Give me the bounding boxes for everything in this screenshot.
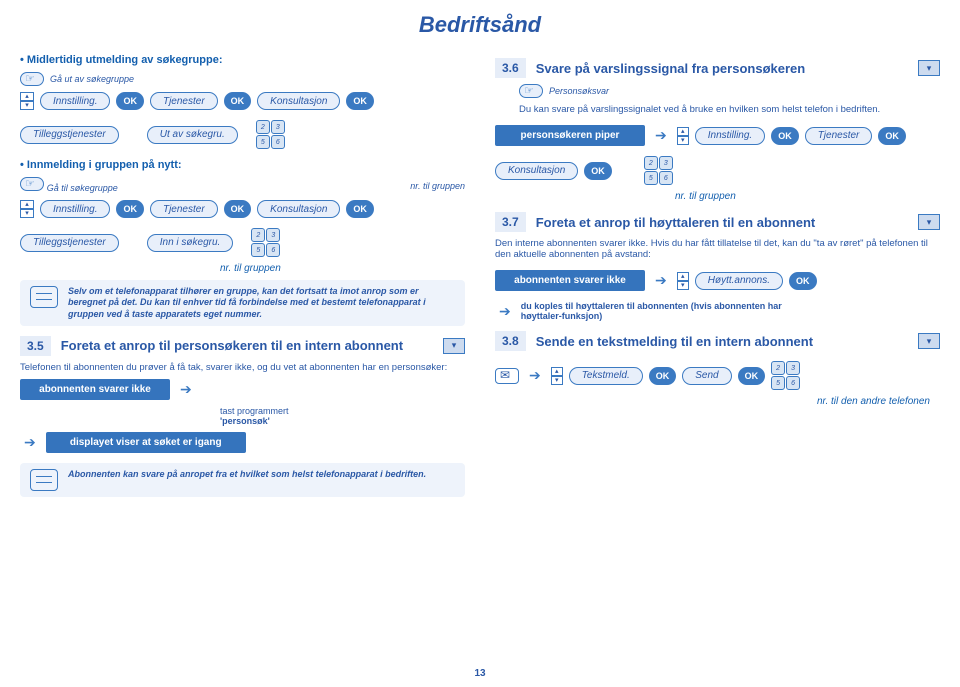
ok-button[interactable]: OK [789, 272, 817, 290]
heading-utmelding: Midlertidig utmelding av søkegruppe: [20, 54, 465, 66]
status-box: displayet viser at søket er igang [46, 432, 246, 453]
ok-button[interactable]: OK [116, 92, 144, 110]
ok-button[interactable]: OK [771, 127, 799, 145]
arrow-icon: ➔ [495, 303, 515, 320]
section-title: Svare på varslingssignal fra personsøker… [536, 61, 806, 76]
pill-innstilling[interactable]: Innstilling. [695, 127, 765, 145]
label-ga-til: Gå til søkegruppe [47, 183, 118, 193]
scroll-icon: ▴▾ [20, 200, 34, 218]
section-number: 3.8 [495, 331, 526, 351]
section-number: 3.6 [495, 58, 526, 78]
hand-icon [20, 72, 44, 86]
heading-innmelding: Innmelding i gruppen på nytt: [20, 159, 465, 171]
section-number: 3.7 [495, 212, 526, 232]
ok-button[interactable]: OK [346, 200, 374, 218]
pill-inn-i[interactable]: Inn i søkegru. [147, 234, 234, 252]
ok-button[interactable]: OK [346, 92, 374, 110]
ok-button[interactable]: OK [116, 200, 144, 218]
collapse-icon[interactable]: ▾ [918, 333, 940, 349]
pill-konsultasjon[interactable]: Konsultasjon [495, 162, 578, 180]
keypad-icon: 2356 [256, 120, 285, 149]
mail-icon [495, 368, 519, 384]
collapse-icon[interactable]: ▾ [443, 338, 465, 354]
status-box: abonnenten svarer ikke [20, 379, 170, 400]
speech-icon [30, 286, 58, 308]
section-body: Du kan svare på varslingssignalet ved å … [519, 104, 940, 115]
label-nr-gruppen: nr. til gruppen [410, 181, 465, 191]
pill-tjenester[interactable]: Tjenester [805, 127, 873, 145]
keypad-icon: 2356 [251, 228, 280, 257]
arrow-icon: ➔ [651, 272, 671, 289]
collapse-icon[interactable]: ▾ [918, 60, 940, 76]
pill-tilleggstjenester[interactable]: Tilleggstjenester [20, 126, 119, 144]
label-personsoksvar: Personsøksvar [549, 86, 609, 96]
tip-box: Selv om et telefonapparat tilhører en gr… [20, 280, 465, 326]
pill-hoytt-annons[interactable]: Høytt.annons. [695, 272, 783, 290]
arrow-icon: ➔ [20, 434, 40, 451]
section-number: 3.5 [20, 336, 51, 356]
status-box: personsøkeren piper [495, 125, 645, 146]
keypad-icon: 2356 [771, 361, 800, 390]
label-koples: du koples til høyttaleren til abonnenten… [521, 301, 821, 321]
tip-text: Selv om et telefonapparat tilhører en gr… [68, 286, 455, 320]
pill-send[interactable]: Send [682, 367, 731, 385]
scroll-icon: ▴▾ [551, 367, 563, 385]
section-title: Foreta et anrop til høyttaleren til en a… [536, 215, 816, 230]
pill-tekstmeld[interactable]: Tekstmeld. [569, 367, 643, 385]
label-nr-gruppen: nr. til gruppen [675, 191, 940, 202]
pill-ut-av[interactable]: Ut av søkegru. [147, 126, 238, 144]
label-nr-andre: nr. til den andre telefonen [519, 396, 930, 407]
label-nr-gruppen: nr. til gruppen [220, 263, 465, 274]
right-column: 3.6 Svare på varslingssignal fra persons… [495, 48, 940, 503]
pill-konsultasjon[interactable]: Konsultasjon [257, 200, 340, 218]
ok-button[interactable]: OK [878, 127, 906, 145]
ok-button[interactable]: OK [738, 367, 766, 385]
arrow-icon: ➔ [651, 127, 671, 144]
arrow-icon: ➔ [525, 367, 545, 384]
hand-icon [519, 84, 543, 98]
ok-button[interactable]: OK [224, 92, 252, 110]
ok-button[interactable]: OK [649, 367, 677, 385]
section-title: Foreta et anrop til personsøkeren til en… [61, 338, 403, 353]
tip-box: Abonnenten kan svare på anropet fra et h… [20, 463, 465, 497]
scroll-icon: ▴▾ [677, 272, 689, 290]
pill-konsultasjon[interactable]: Konsultasjon [257, 92, 340, 110]
label-tast-prog: tast programmert [220, 406, 289, 416]
tip-text: Abonnenten kan svare på anropet fra et h… [68, 469, 426, 480]
label-ga-ut: Gå ut av søkegruppe [50, 74, 134, 84]
pill-tjenester[interactable]: Tjenester [150, 92, 218, 110]
section-body: Den interne abonnenten svarer ikke. Hvis… [495, 238, 940, 260]
speech-icon [30, 469, 58, 491]
pill-tilleggstjenester[interactable]: Tilleggstjenester [20, 234, 119, 252]
page-title: Bedriftsånd [20, 12, 940, 38]
scroll-icon: ▴▾ [677, 127, 689, 145]
ok-button[interactable]: OK [584, 162, 612, 180]
ok-button[interactable]: OK [224, 200, 252, 218]
label-personsok: 'personsøk' [220, 416, 270, 426]
keypad-icon: 2356 [644, 156, 673, 185]
section-body: Telefonen til abonnenten du prøver å få … [20, 362, 465, 373]
section-title: Sende en tekstmelding til en intern abon… [536, 334, 813, 349]
pill-tjenester[interactable]: Tjenester [150, 200, 218, 218]
arrow-icon: ➔ [176, 381, 196, 398]
status-box: abonnenten svarer ikke [495, 270, 645, 291]
left-column: Midlertidig utmelding av søkegruppe: Gå … [20, 48, 465, 503]
collapse-icon[interactable]: ▾ [918, 214, 940, 230]
hand-icon [20, 177, 44, 191]
pill-innstilling[interactable]: Innstilling. [40, 92, 110, 110]
page-number: 13 [0, 668, 960, 679]
pill-innstilling[interactable]: Innstilling. [40, 200, 110, 218]
scroll-icon: ▴▾ [20, 92, 34, 110]
